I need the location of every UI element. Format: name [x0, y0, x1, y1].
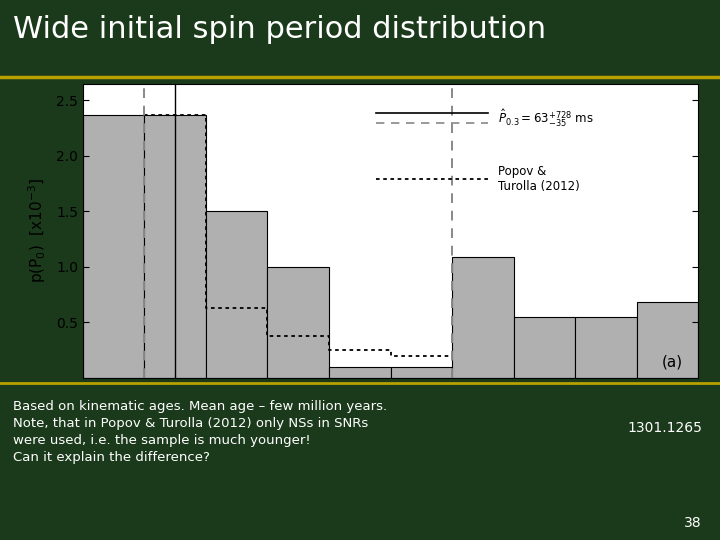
- Bar: [206, 212, 268, 378]
- Bar: [329, 367, 391, 378]
- Text: Wide initial spin period distribution: Wide initial spin period distribution: [13, 15, 546, 44]
- Bar: [637, 302, 698, 378]
- Bar: [83, 115, 145, 378]
- Text: (a): (a): [662, 354, 683, 369]
- Text: Based on kinematic ages. Mean age – few million years.
Note, that in Popov & Tur: Based on kinematic ages. Mean age – few …: [13, 400, 387, 464]
- Bar: [452, 257, 514, 378]
- Bar: [575, 317, 636, 378]
- Bar: [514, 317, 575, 378]
- Text: 1301.1265: 1301.1265: [627, 421, 702, 435]
- Bar: [268, 267, 329, 378]
- Bar: [391, 367, 452, 378]
- Bar: [145, 115, 206, 378]
- Text: 38: 38: [685, 516, 702, 530]
- Y-axis label: p(P$_0$)  [x10$^{-3}$]: p(P$_0$) [x10$^{-3}$]: [26, 178, 48, 284]
